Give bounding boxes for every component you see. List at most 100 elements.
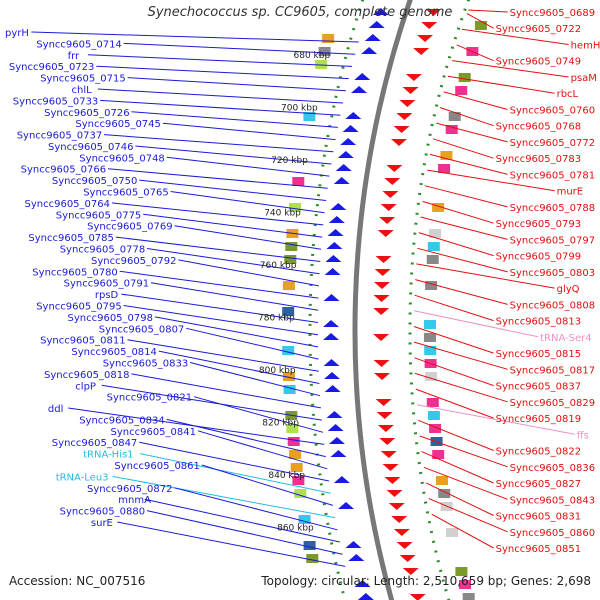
forward-gene-arrow [330,203,347,210]
right-leader-line [420,216,508,240]
right-feature-label: psaM [571,73,597,84]
left-feature-label: Syncc9605_0778 [60,245,146,256]
left-feature-label: Syncc9605_0861 [114,461,199,472]
forward-gene-arrow [354,580,371,587]
right-leader-line [415,279,508,305]
right-feature-label: Syncc9605_0843 [510,495,595,506]
left-leader-line [111,202,324,226]
right-feature-label: glyQ [557,284,580,295]
feature-block [455,567,468,576]
kbp-tick-label: 860 kbp [277,524,314,534]
left-leader-line [144,498,340,543]
forward-gene-arrow [335,164,352,171]
feature-labels: pyrHSyncc9605_0714frrSyncc9605_0723Syncc… [5,8,600,555]
forward-gene-arrow [351,86,368,93]
reverse-gene-arrow [402,87,419,94]
reverse-gene-arrow [373,360,390,367]
forward-gene-arrow [333,476,350,483]
right-feature-label: Syncc9605_0837 [496,382,581,393]
right-feature-label: ffs [577,430,589,441]
forward-gene-arrow [342,125,359,132]
right-feature-label: Syncc9605_0797 [510,235,595,246]
feature-block [289,203,301,212]
left-feature-label: Syncc9605_0798 [68,313,154,324]
reverse-gene-arrow [393,126,410,133]
reverse-gene-arrow [377,425,394,432]
left-feature-label: Syncc9605_0780 [32,267,118,278]
reverse-gene-arrow [373,334,390,341]
left-leader-line [123,42,356,55]
forward-gene-arrow [323,294,340,301]
forward-gene-arrow [340,138,357,145]
feature-block [424,320,436,329]
reverse-gene-arrow [399,555,416,562]
right-leader-line [443,91,508,110]
feature-block [318,47,331,56]
right-feature-label: Syncc9605_0815 [496,349,581,360]
reverse-gene-arrow [384,178,401,185]
forward-gene-arrow [345,112,362,119]
left-feature-label: Syncc9605_0791 [64,279,150,290]
right-leader-line [466,13,494,29]
right-leader-line [422,200,494,224]
right-feature-label: Syncc9605_0760 [510,106,595,117]
left-leader-line [189,362,321,397]
reverse-gene-arrow [382,464,399,471]
kbp-tick-label: 800 kbp [259,366,296,376]
left-leader-line [162,122,336,141]
right-leader-line [428,498,508,533]
feature-block [322,34,335,43]
right-leader-line [414,310,539,338]
left-leader-line [186,327,319,360]
right-leader-line [415,388,494,419]
left-feature-label: Syncc9605_0814 [71,347,156,358]
reverse-gene-arrow [380,451,397,458]
reverse-gene-arrow [417,35,434,42]
left-feature-label: Syncc9605_0723 [9,62,95,73]
feature-block [459,580,471,589]
kbp-tick-label: 740 kbp [264,209,301,219]
feature-block [286,424,299,433]
left-leader-line [121,293,319,323]
left-feature-label: Syncc9605_0880 [60,507,146,518]
left-feature-label: Syncc9605_0821 [107,393,193,404]
left-leader-line [127,77,346,92]
left-feature-label: Syncc9605_0715 [40,74,126,85]
reverse-gene-arrow [386,490,403,497]
feature-block [445,125,458,134]
right-leader-line [452,60,569,78]
feature-block [282,346,295,355]
right-leader-line [432,138,494,159]
forward-gene-arrow [324,372,341,379]
left-feature-label: Syncc9605_0833 [103,359,189,370]
feature-block [474,21,487,30]
reverse-gene-arrow [388,503,405,510]
left-leader-line [158,350,320,384]
left-feature-label: Syncc9605_0737 [17,131,103,142]
reverse-gene-arrow [413,48,430,55]
right-leader-line [456,44,494,62]
forward-gene-arrow [364,34,381,41]
reverse-gene-arrow [373,308,390,315]
right-feature-label: Syncc9605_0803 [510,268,595,279]
kbp-tick-label: 840 kbp [268,471,305,481]
left-leader-line [101,384,322,421]
feature-tracks [282,8,487,600]
right-leader-line [429,153,508,175]
left-leader-line [104,134,334,153]
feature-block [298,515,311,524]
right-leader-line [423,466,508,500]
topology-label: Topology: circular; Length: 2,510,659 bp… [261,574,591,588]
right-leader-line [421,451,494,484]
feature-block [285,242,298,251]
kbp-tick-label: 780 kbp [258,314,295,324]
right-leader-line [416,404,575,435]
feature-block [284,255,297,264]
right-feature-label: Syncc9605_0831 [496,512,581,523]
feature-block [440,151,453,160]
feature-block [424,346,437,355]
feature-block [427,411,440,420]
right-leader-line [419,435,508,468]
left-leader-line [201,464,334,506]
left-feature-label: Syncc9605_0746 [48,142,134,153]
